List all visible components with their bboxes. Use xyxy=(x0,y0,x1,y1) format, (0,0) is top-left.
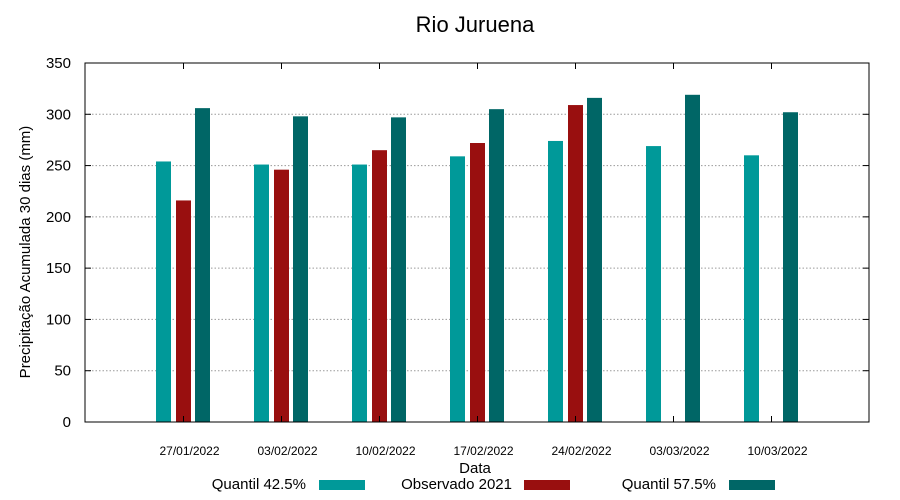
y-tick-label: 150 xyxy=(46,260,71,277)
bar-series0-cat3 xyxy=(450,156,465,422)
bar-series2-cat3 xyxy=(489,109,504,423)
x-axis-label: Data xyxy=(459,460,491,477)
legend-label-0: Quantil 42.5% xyxy=(212,476,306,493)
bar-series0-cat6 xyxy=(744,155,759,423)
legend: Quantil 42.5% Observado 2021 Quantil 57.5% xyxy=(212,476,775,493)
y-tick-label: 200 xyxy=(46,209,71,226)
bar-series2-cat1 xyxy=(293,116,308,422)
bar-series0-cat4 xyxy=(548,140,563,422)
x-tick-label: 27/01/2022 xyxy=(159,444,219,458)
y-tick-label: 350 xyxy=(46,55,71,72)
y-tick-label: 300 xyxy=(46,106,71,123)
x-tick-label: 10/03/2022 xyxy=(747,444,807,458)
legend-swatch-2 xyxy=(729,480,775,490)
y-tick-label: 250 xyxy=(46,158,71,175)
bar-series0-cat1 xyxy=(254,164,269,422)
bars xyxy=(156,94,798,423)
bar-series1-cat4 xyxy=(568,105,583,422)
bar-series2-cat6 xyxy=(783,112,798,422)
bar-series1-cat2 xyxy=(372,150,387,422)
chart-title: Rio Juruena xyxy=(416,12,535,37)
bar-series0-cat5 xyxy=(646,146,661,422)
bar-series2-cat5 xyxy=(685,94,700,422)
bar-series1-cat3 xyxy=(470,143,485,422)
bar-series2-cat4 xyxy=(587,97,602,423)
y-tick-label: 50 xyxy=(54,363,71,380)
bar-series0-cat2 xyxy=(352,164,367,422)
legend-swatch-1 xyxy=(524,480,570,490)
x-tick-label: 24/02/2022 xyxy=(551,444,611,458)
y-axis-ticks: 0 50 100 150 200 250 300 350 xyxy=(46,55,869,431)
bar-series2-cat2 xyxy=(391,117,406,422)
legend-label-1: Observado 2021 xyxy=(401,476,512,493)
bar-series1-cat0 xyxy=(176,200,191,422)
x-tick-label: 03/02/2022 xyxy=(257,444,317,458)
bar-series1-cat1 xyxy=(274,169,289,422)
bar-series0-cat0 xyxy=(156,161,171,422)
legend-swatch-0 xyxy=(319,480,365,490)
x-tick-label: 03/03/2022 xyxy=(649,444,709,458)
x-tick-label: 10/02/2022 xyxy=(355,444,415,458)
x-tick-label: 17/02/2022 xyxy=(453,444,513,458)
y-tick-label: 100 xyxy=(46,311,71,328)
y-tick-label: 0 xyxy=(63,414,71,431)
y-axis-label: Precipitação Acumulada 30 dias (mm) xyxy=(17,126,34,379)
x-axis-ticks: 27/01/2022 03/02/2022 10/02/2022 17/02/2022… xyxy=(159,63,808,458)
legend-label-2: Quantil 57.5% xyxy=(622,476,716,493)
bar-series2-cat0 xyxy=(195,108,210,422)
